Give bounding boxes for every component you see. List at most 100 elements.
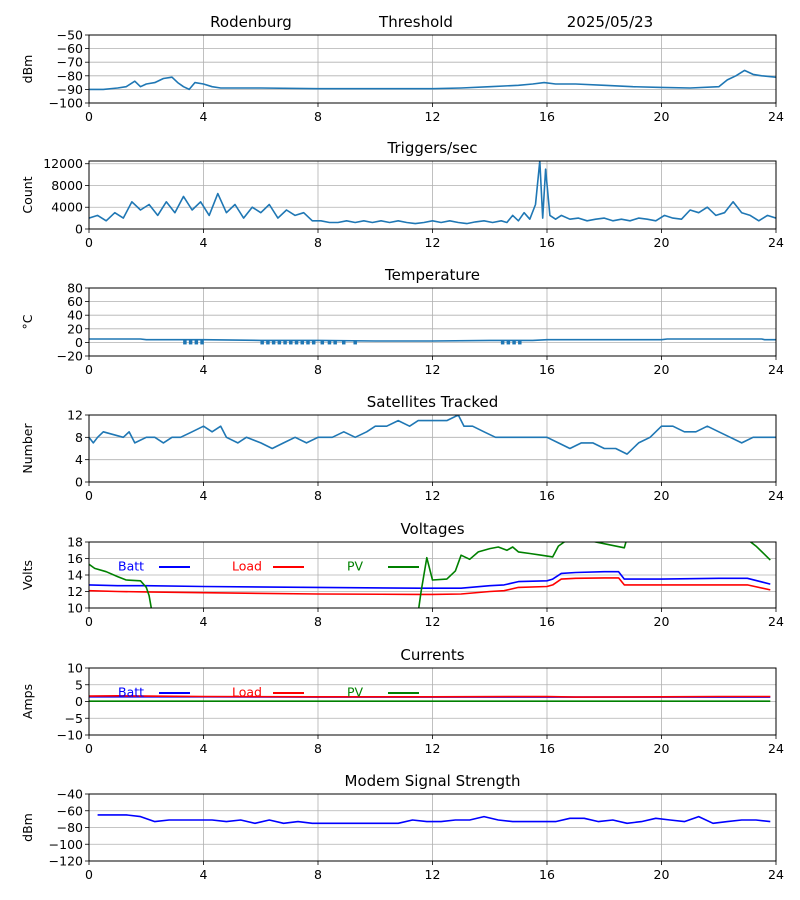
y-tick-label: −80 (57, 820, 83, 835)
x-tick-label: 20 (654, 109, 670, 124)
chart-title: Currents (400, 646, 464, 664)
y-tick-label: −100 (49, 96, 83, 111)
x-tick-label: 16 (539, 741, 555, 756)
y-axis-label: Number (20, 423, 35, 474)
y-tick-label: −70 (57, 55, 83, 70)
x-tick-label: 20 (654, 867, 670, 882)
x-tick-label: 4 (200, 614, 208, 629)
y-tick-label: 40 (67, 308, 83, 323)
y-tick-label: 5 (75, 677, 83, 692)
series-line-load (89, 577, 771, 596)
x-tick-label: 12 (425, 109, 441, 124)
x-tick-label: 20 (654, 488, 670, 503)
x-tick-label: 24 (768, 741, 784, 756)
x-tick-label: 8 (314, 741, 322, 756)
x-tick-label: 8 (314, 488, 322, 503)
legend-label-load: Load (232, 685, 262, 700)
panel-modem: 0 4 8 12 16 20 24 −120 −100 −80 −60−40 Modem Signal… (20, 772, 784, 882)
chart-title: Satellites Tracked (367, 393, 498, 411)
series-line-0 (89, 338, 776, 342)
chart-title: Modem Signal Strength (345, 772, 521, 790)
x-tick-label: 20 (654, 614, 670, 629)
series-line-load (89, 694, 771, 698)
y-axis-label: Volts (20, 560, 35, 590)
x-tick-label: 8 (314, 614, 322, 629)
x-tick-label: 16 (539, 109, 555, 124)
x-tick-label: 12 (425, 488, 441, 503)
x-tick-label: 0 (85, 362, 93, 377)
y-tick-label: −20 (57, 349, 83, 364)
y-axis-label: Count (20, 176, 35, 213)
x-tick-label: 24 (768, 614, 784, 629)
y-tick-label: 0 (75, 335, 83, 350)
y-axis-label: dBm (20, 55, 35, 84)
series-line-pv (89, 542, 771, 608)
y-tick-label: −120 (49, 854, 83, 869)
legend-label-pv: PV (347, 559, 364, 574)
x-tick-label: 8 (314, 109, 322, 124)
x-tick-label: 20 (654, 362, 670, 377)
x-tick-label: 16 (539, 235, 555, 250)
x-tick-label: 16 (539, 488, 555, 503)
x-tick-label: 24 (768, 235, 784, 250)
series-line-0 (89, 415, 776, 455)
y-tick-label: 0 (75, 222, 83, 237)
series-line-batt (89, 570, 771, 590)
y-tick-label: 16 (67, 551, 83, 566)
legend-label-batt: Batt (118, 685, 144, 700)
x-tick-label: 0 (85, 614, 93, 629)
legend-label-batt: Batt (118, 559, 144, 574)
x-tick-label: 8 (314, 362, 322, 377)
y-tick-label: −10 (57, 728, 83, 743)
x-tick-label: 12 (425, 614, 441, 629)
x-tick-label: 24 (768, 488, 784, 503)
x-tick-label: 8 (314, 867, 322, 882)
y-tick-label: −50 (57, 28, 83, 43)
legend-label-pv: PV (347, 685, 364, 700)
panel-satellites: 0 4 8 12 16 20 24 0 4 8 12 Satellites Tracked Number (20, 393, 784, 503)
panel-triggers: 0 4 8 12 16 20 24 0 4000 8000 12000 Triggers/sec Cou… (20, 139, 784, 250)
y-tick-label: 4 (75, 452, 83, 467)
x-tick-label: 4 (200, 488, 208, 503)
y-tick-label: 10 (67, 601, 83, 616)
y-tick-label: 0 (75, 475, 83, 490)
y-tick-label: 4000 (51, 200, 83, 215)
x-tick-label: 0 (85, 741, 93, 756)
x-tick-label: 12 (425, 362, 441, 377)
mode-label: Threshold (378, 13, 453, 31)
y-tick-label: −90 (57, 82, 83, 97)
y-tick-label: −60 (57, 41, 83, 56)
y-tick-label: 10 (67, 661, 83, 676)
y-axis-label: °C (20, 314, 35, 329)
x-tick-label: 24 (768, 867, 784, 882)
x-tick-label: 16 (539, 362, 555, 377)
x-tick-label: 4 (200, 109, 208, 124)
y-tick-label: 12 (67, 584, 83, 599)
x-tick-label: 24 (768, 362, 784, 377)
figure-header: Rodenburg Threshold 2025/05/23 (210, 13, 653, 31)
series-line-0 (97, 814, 771, 825)
x-tick-label: 4 (200, 235, 208, 250)
y-tick-label: 60 (67, 294, 83, 309)
chart-title: Voltages (400, 520, 464, 538)
x-tick-label: 24 (768, 109, 784, 124)
y-tick-label: −5 (65, 711, 83, 726)
y-tick-label: −100 (49, 837, 83, 852)
y-tick-label: 8000 (51, 178, 83, 193)
x-tick-label: 20 (654, 235, 670, 250)
x-tick-label: 12 (425, 867, 441, 882)
y-tick-label: 20 (67, 321, 83, 336)
x-tick-label: 0 (85, 235, 93, 250)
legend-label-load: Load (232, 559, 262, 574)
y-tick-label: −60 (57, 803, 83, 818)
y-tick-label: 12000 (43, 156, 83, 171)
x-tick-label: 0 (85, 867, 93, 882)
y-tick-label: −40 (57, 787, 83, 802)
date-label: 2025/05/23 (567, 13, 653, 31)
chart-title: Triggers/sec (387, 139, 478, 157)
x-tick-label: 16 (539, 867, 555, 882)
station-name: Rodenburg (210, 13, 292, 31)
x-tick-label: 12 (425, 741, 441, 756)
